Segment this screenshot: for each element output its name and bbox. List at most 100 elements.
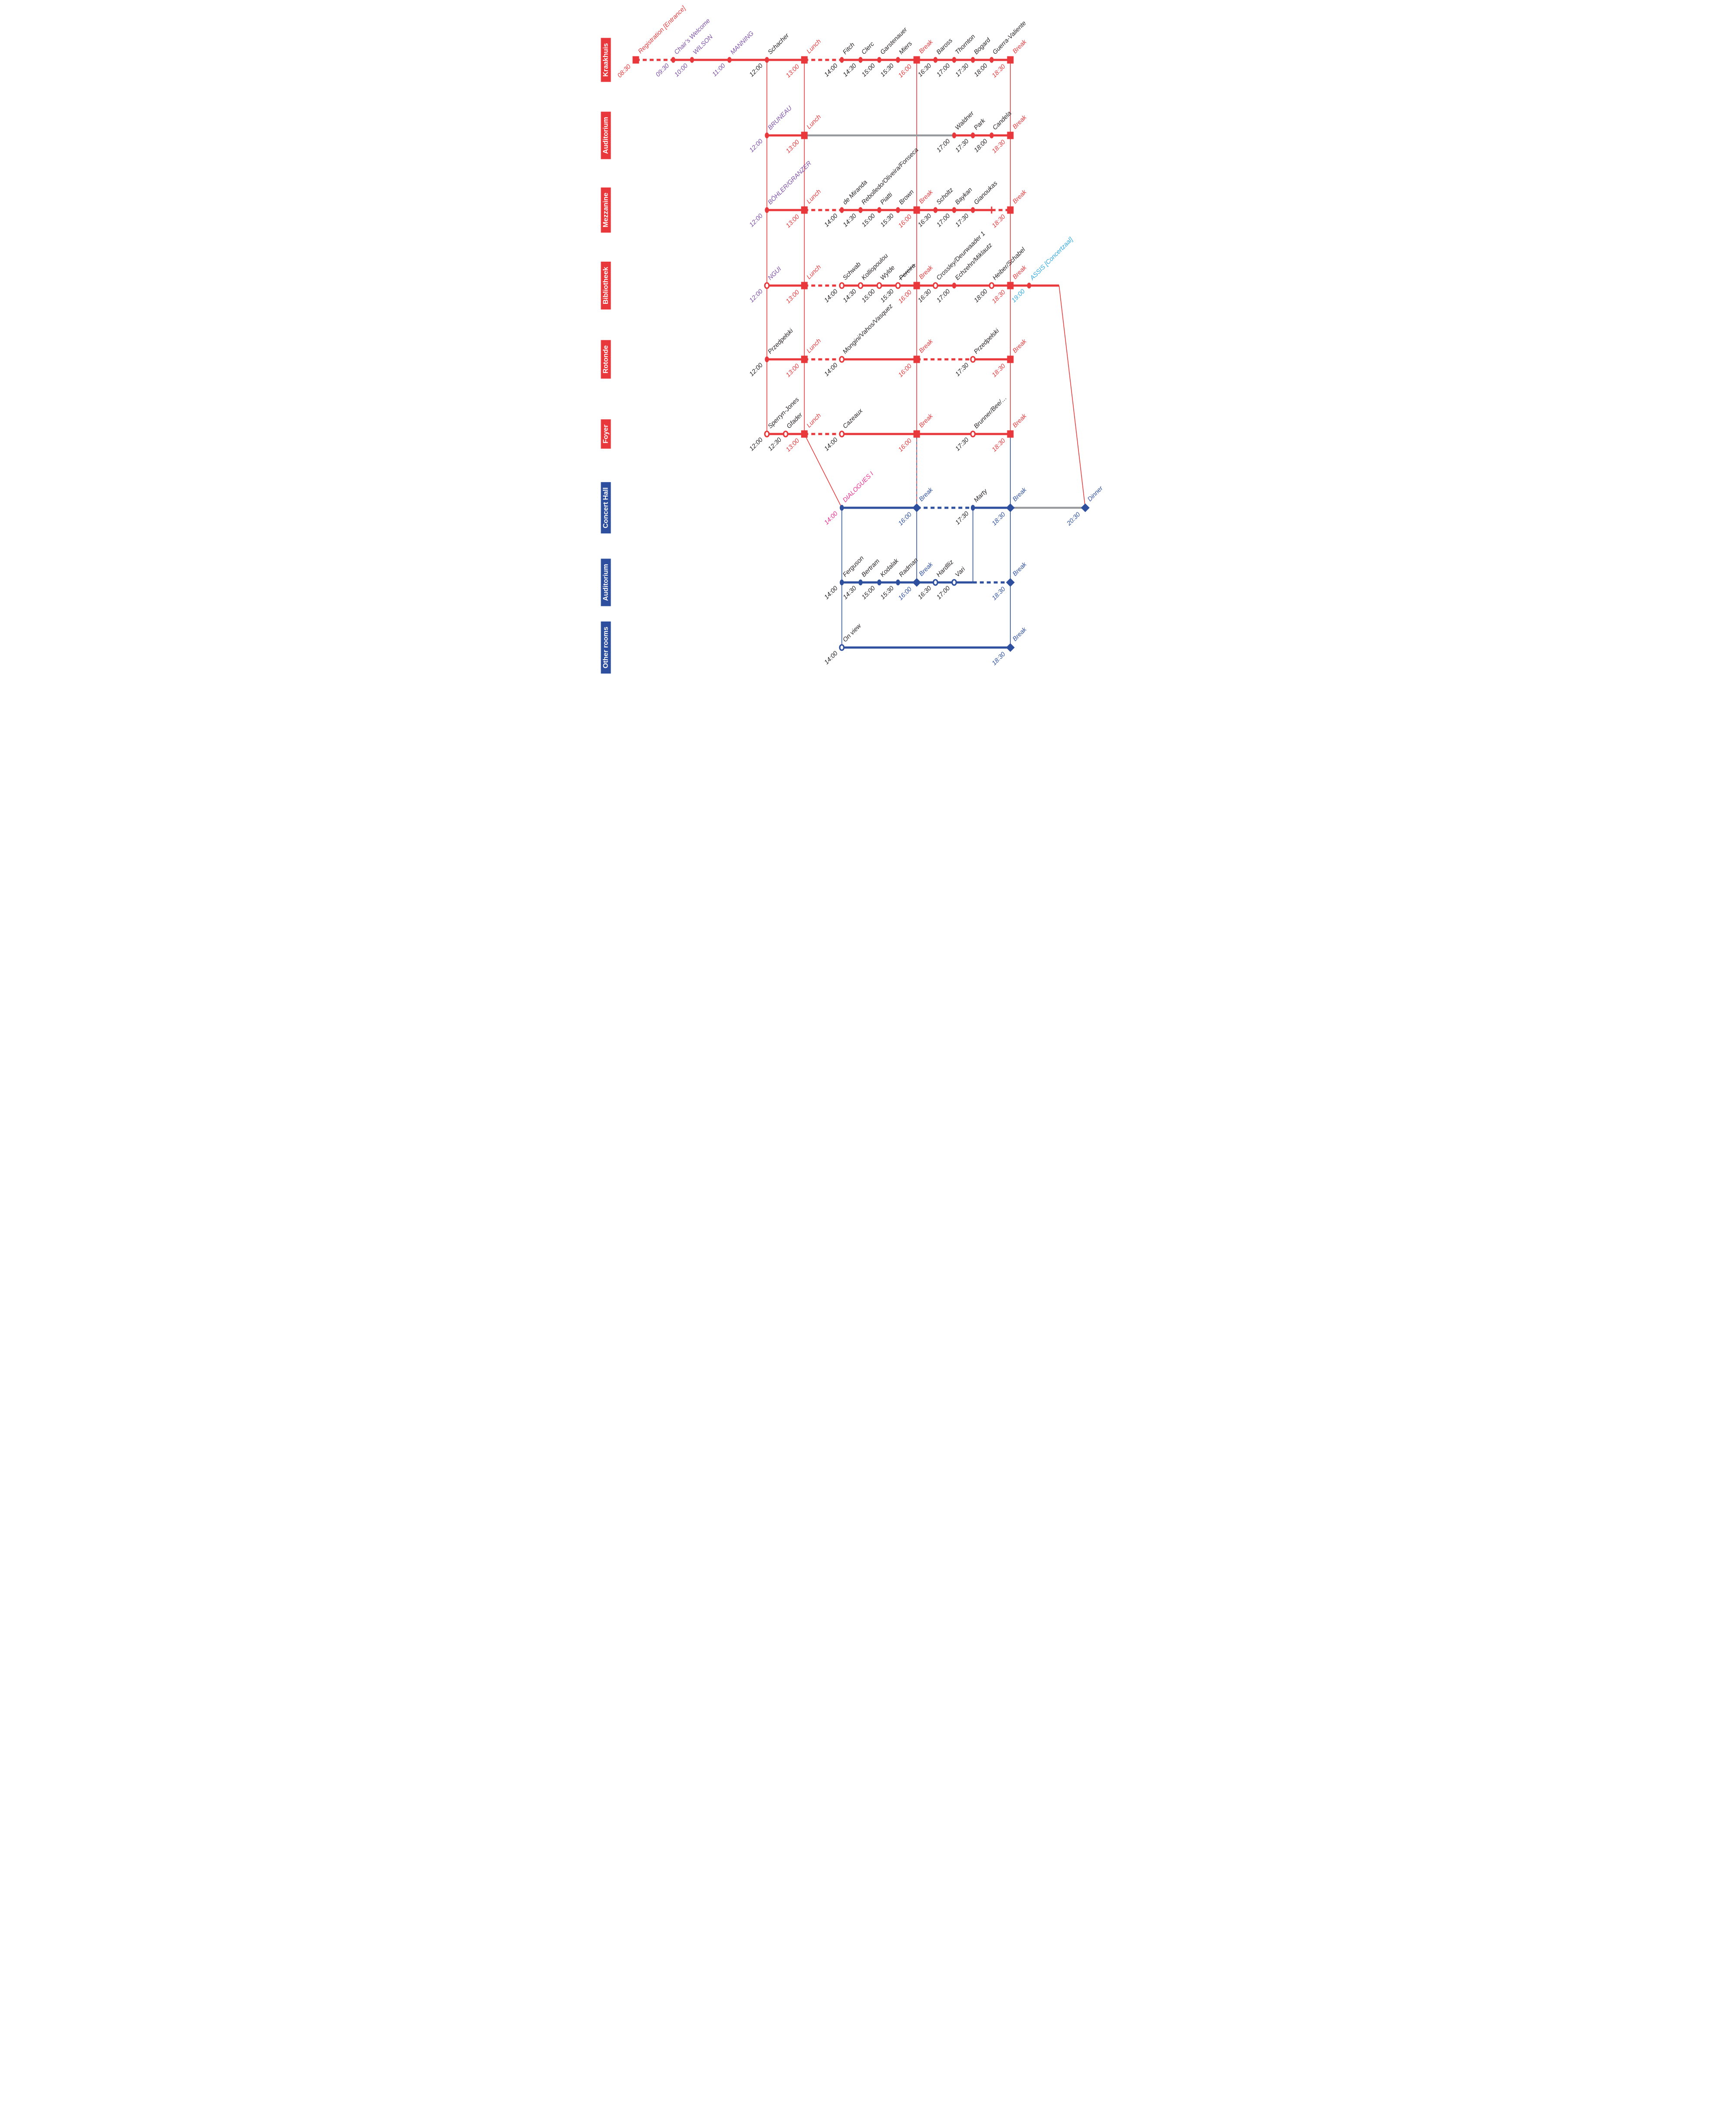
station-open-16:30 xyxy=(933,579,938,586)
station-time: 17:30 xyxy=(954,510,970,526)
station-square-16:00 xyxy=(913,282,920,289)
station-label: On view xyxy=(842,622,863,643)
station-time: 16:30 xyxy=(917,288,933,304)
station-dot-15:00 xyxy=(877,579,881,585)
station-time: 08:30 xyxy=(616,63,632,79)
station-dot-16:30 xyxy=(933,57,938,63)
station-time: 13:00 xyxy=(785,139,801,155)
station-label: Heiber/Schabel xyxy=(991,246,1027,282)
station-label: Break xyxy=(1012,626,1029,643)
station-label: Brown xyxy=(898,188,915,206)
station-time: 18:00 xyxy=(973,288,989,304)
station-open-18:00 xyxy=(989,282,995,289)
station-square-16:00 xyxy=(913,206,920,214)
station-open-14:00 xyxy=(839,282,845,289)
station-time: 18:30 xyxy=(991,214,1007,230)
station-label: Cazeaux xyxy=(842,408,864,430)
station-dot-14:00 xyxy=(839,207,844,213)
station-time: 16:30 xyxy=(917,62,933,79)
station-time: 15:30 xyxy=(879,62,895,79)
station-diamond-16:00 xyxy=(912,578,921,587)
station-open-14:00 xyxy=(839,356,845,363)
room-label-other-rooms: Other rooms xyxy=(602,627,610,668)
station-square-18:30 xyxy=(1007,355,1014,363)
room-label-mezzanine: Mezzanine xyxy=(602,193,610,227)
assis-to-dinner-link xyxy=(1059,285,1086,508)
station-dot-14:00 xyxy=(839,579,844,585)
station-dot-10:00 xyxy=(690,57,694,63)
station-label: Mongini/Vahos/Vasquez xyxy=(842,302,894,355)
station-label: Dinner xyxy=(1086,484,1105,503)
room-row-rotonde: Przedpełski12:00Lunch13:00Mongini/Vahos/… xyxy=(601,302,1029,378)
station-time: 12:00 xyxy=(748,213,764,229)
station-diamond-18:30 xyxy=(1006,503,1015,512)
station-label: Break xyxy=(918,486,935,503)
station-label: Kodalak xyxy=(879,557,900,579)
room-label-bibliotheek: Bibliotheek xyxy=(602,267,610,304)
station-square-13:00 xyxy=(801,430,808,438)
station-time: 12:00 xyxy=(748,437,764,453)
station-label: Lunch xyxy=(806,338,822,355)
station-diamond-16:00 xyxy=(912,503,921,512)
station-square-13:00 xyxy=(801,56,808,64)
room-label-rotonde: Rotonde xyxy=(602,345,610,373)
station-time: 16:00 xyxy=(897,289,913,305)
station-time: 12:30 xyxy=(767,437,783,453)
station-time: 17:00 xyxy=(935,213,951,229)
transfer-lines xyxy=(766,60,1011,648)
station-open-17:00 xyxy=(951,579,957,586)
station-open-14:30 xyxy=(858,282,864,289)
station-label: Break xyxy=(1012,412,1029,429)
station-time: 14:00 xyxy=(823,510,839,526)
station-time: 17:00 xyxy=(935,585,951,601)
station-time: 15:00 xyxy=(861,288,877,304)
room-label-foyer: Foyer xyxy=(602,424,610,444)
station-dot-15:30 xyxy=(896,57,900,63)
station-time: 18:00 xyxy=(973,138,989,154)
station-label: Brunner/Bee/… xyxy=(973,395,1008,430)
station-label: Piatti xyxy=(879,191,894,206)
station-label: Break xyxy=(1012,561,1029,578)
station-time: 15:30 xyxy=(879,213,895,229)
station-dot-18:00 xyxy=(990,57,994,63)
station-label: Przedpełski xyxy=(767,327,795,355)
station-time: 10:00 xyxy=(673,62,689,79)
station-label: Break xyxy=(1012,338,1029,355)
station-open-15:30 xyxy=(895,282,901,289)
station-time: 13:00 xyxy=(785,63,801,79)
station-label: Schwab xyxy=(842,261,862,282)
station-label: Lunch xyxy=(806,412,822,429)
station-time: 18:30 xyxy=(991,586,1007,602)
station-dot-17:00 xyxy=(952,207,957,213)
station-square-08:30 xyxy=(632,56,639,64)
room-label-box-kraakhuis xyxy=(601,38,611,82)
station-label: Radman xyxy=(898,557,920,579)
station-label: Break xyxy=(918,188,935,205)
station-time: 18:30 xyxy=(991,139,1007,155)
station-label: Break xyxy=(1012,264,1029,281)
station-time: 17:00 xyxy=(935,62,951,79)
station-time: 12:00 xyxy=(748,288,764,304)
station-time: 17:30 xyxy=(954,62,970,79)
station-time: 14:00 xyxy=(823,62,839,79)
station-time: 17:30 xyxy=(954,138,970,154)
station-dot-14:30 xyxy=(858,57,863,63)
station-dot-18:00 xyxy=(990,132,994,138)
station-time: 19:00 xyxy=(1010,288,1026,304)
station-label: Break xyxy=(918,38,935,55)
station-label: Break xyxy=(1012,188,1029,205)
station-dot-09:30 xyxy=(671,57,676,63)
station-open-17:30 xyxy=(970,356,976,363)
station-dot-11:00 xyxy=(727,57,732,63)
room-label-box-foyer xyxy=(601,419,611,449)
room-row-auditorium-ch: Ferguson14:00Bertram14:30Kodalak15:00Rad… xyxy=(601,555,1029,606)
station-time: 14:00 xyxy=(823,213,839,229)
room-label-auditorium-main: Auditorium xyxy=(602,117,610,154)
room-label-box-mezzanine xyxy=(601,187,611,233)
station-open-15:00 xyxy=(876,282,882,289)
station-time: 17:00 xyxy=(935,138,951,154)
station-label: Thornton xyxy=(954,33,976,56)
station-dot-17:30 xyxy=(970,57,975,63)
